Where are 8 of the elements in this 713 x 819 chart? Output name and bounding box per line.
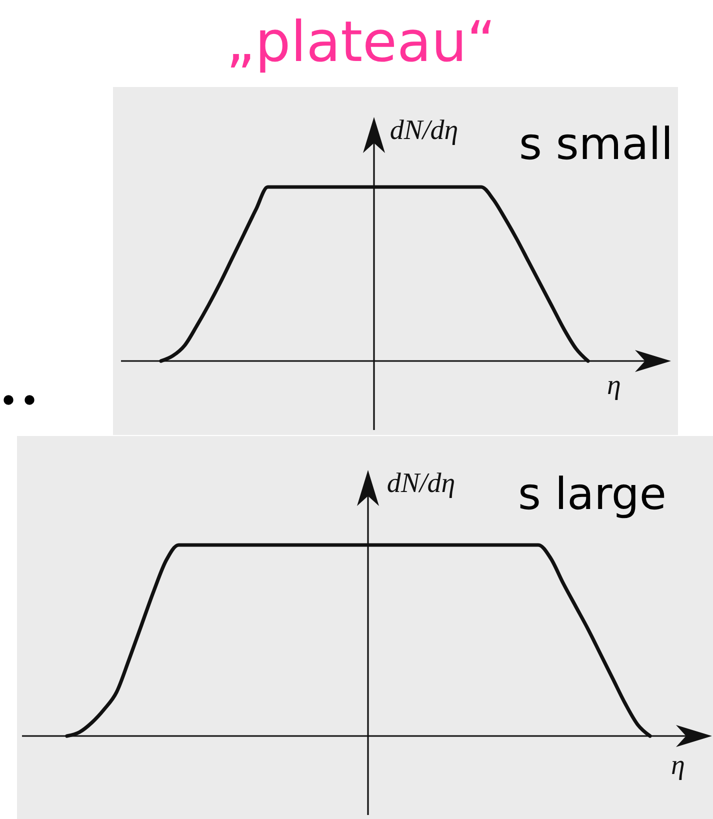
y-axis-title: dN/dη — [390, 115, 458, 146]
chart-title: „plateau“ — [226, 10, 496, 75]
text: .. — [1, 351, 43, 417]
x-axis-title: η — [607, 370, 621, 401]
text: s large — [518, 469, 666, 520]
text: s small — [519, 119, 674, 170]
y-axis-title: dN/dη — [386, 468, 456, 499]
x-axis-title: η — [671, 750, 685, 781]
